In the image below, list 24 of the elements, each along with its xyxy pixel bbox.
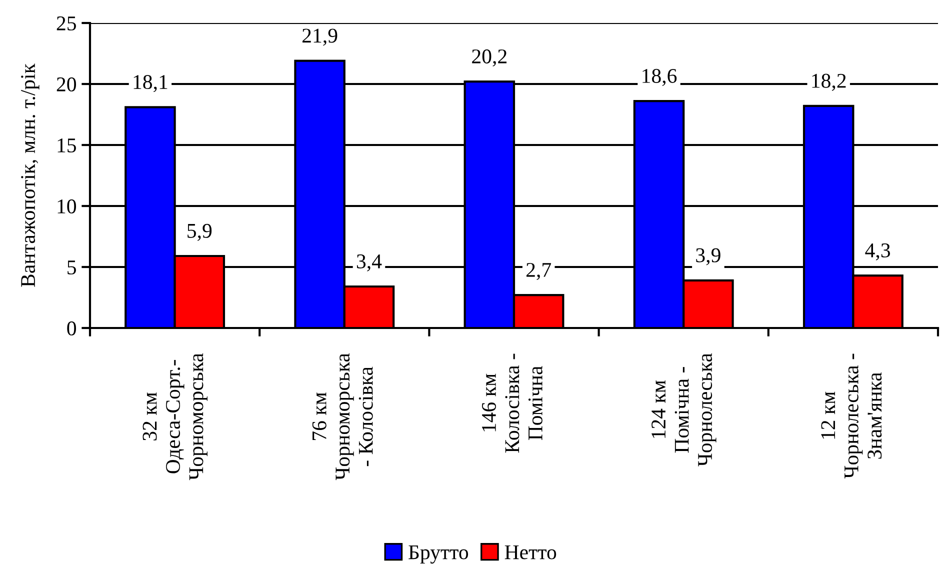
y-tick-label: 25 — [56, 16, 76, 30]
x-tick-label: 146 км Колосівка - Помічна — [482, 354, 542, 453]
data-label: 18,1 — [134, 75, 168, 92]
x-tick-label: 76 км Чорноморська - Колосівка — [312, 353, 373, 480]
x-tick-label: 12 км Чорнолеська - Знам'янка — [821, 354, 882, 479]
data-label: 21,9 — [302, 28, 338, 46]
data-label: 18,2 — [812, 74, 846, 91]
x-tick-label: 32 км Одеса-Сорт.- Чорноморська — [142, 353, 208, 480]
x-tick-label: 124 км Помічна - Чорнолеська — [652, 353, 716, 466]
legend-label: Нетто — [504, 545, 556, 560]
data-label: 20,2 — [472, 49, 506, 66]
data-label: 3,9 — [696, 248, 720, 266]
data-label: 18,6 — [642, 68, 677, 86]
data-label: 5,9 — [188, 224, 212, 241]
y-tick-label: 15 — [58, 138, 76, 152]
y-tick-label: 10 — [58, 199, 76, 214]
data-label: 4,3 — [865, 243, 890, 260]
y-axis-title: Вантажопотік, млн. т./рік — [21, 64, 40, 287]
data-label: 2,7 — [526, 262, 552, 280]
y-tick-label: 20 — [56, 77, 76, 92]
data-label: 3,4 — [356, 254, 382, 272]
legend-label: Брутто — [408, 545, 468, 564]
y-tick-label: 0 — [67, 321, 76, 336]
y-tick-label: 5 — [68, 260, 76, 274]
